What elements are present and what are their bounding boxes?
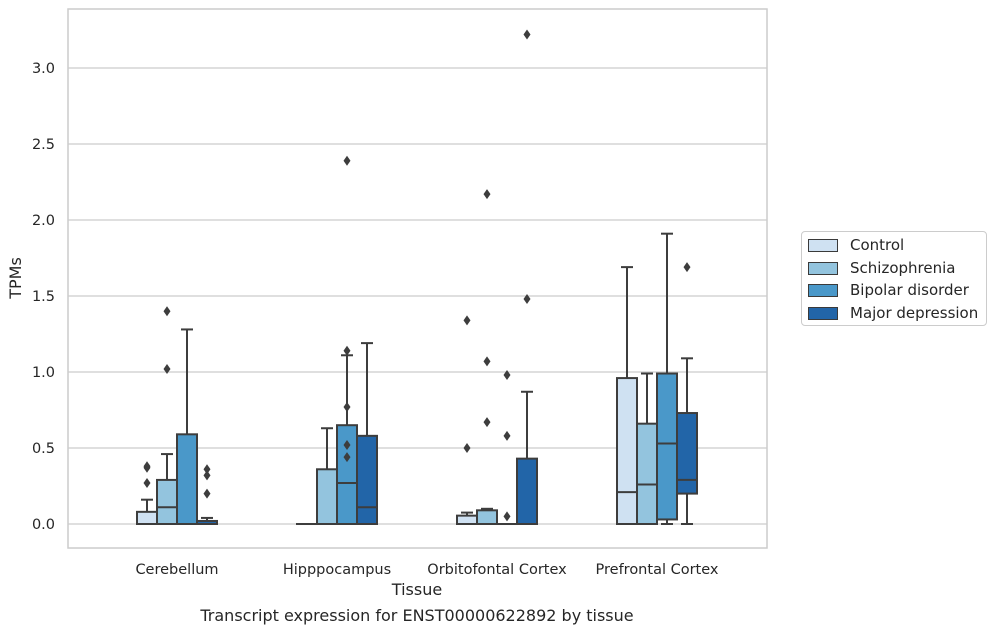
y-tick-label: 0.5 xyxy=(32,441,55,457)
legend-swatch-control xyxy=(808,238,838,252)
outlier-marker xyxy=(343,452,351,463)
iqr-box xyxy=(456,514,478,526)
x-tick-label-orbitofontal-cortex: Orbitofontal Cortex xyxy=(427,562,567,578)
iqr-box xyxy=(476,509,498,526)
box-schizophrenia-prefrontal-cortex xyxy=(636,372,658,525)
iqr-box xyxy=(136,510,158,525)
outlier-marker xyxy=(503,370,511,381)
outlier-marker xyxy=(483,189,491,200)
outlier-marker xyxy=(463,443,471,453)
box-major-depression-prefrontal-cortex xyxy=(676,262,698,525)
x-axis-title: Tissue xyxy=(391,580,442,599)
y-axis-ticks: 0.0 0.5 1.0 1.5 2.0 2.5 3.0 xyxy=(32,61,55,533)
outlier-marker xyxy=(343,439,351,450)
box-major-depression-orbitofontal-cortex xyxy=(516,29,538,526)
outlier-marker xyxy=(503,430,511,441)
legend: Control Schizophrenia Bipolar disorder M… xyxy=(801,231,987,326)
outlier-marker xyxy=(203,470,211,481)
outlier-marker xyxy=(163,363,171,374)
box-major-depression-hipppocampus xyxy=(356,342,378,525)
box-control-orbitofontal-cortex xyxy=(456,315,478,526)
outlier-marker xyxy=(143,477,151,488)
iqr-box xyxy=(176,433,198,526)
y-tick-label: 1.5 xyxy=(32,289,55,305)
outlier-marker xyxy=(343,155,351,166)
legend-label-bipolar-disorder: Bipolar disorder xyxy=(850,281,969,299)
y-axis-title: TPMs xyxy=(6,257,25,300)
outlier-marker xyxy=(203,464,211,475)
x-tick-label-prefrontal-cortex: Prefrontal Cortex xyxy=(596,562,719,578)
iqr-box xyxy=(676,412,698,495)
iqr-box xyxy=(656,372,678,521)
legend-label-schizophrenia: Schizophrenia xyxy=(850,259,956,277)
legend-label-control: Control xyxy=(850,236,905,254)
outlier-marker xyxy=(163,306,171,317)
iqr-box xyxy=(636,422,658,525)
y-tick-label: 2.5 xyxy=(32,137,55,153)
outlier-marker xyxy=(503,511,511,522)
iqr-box xyxy=(156,478,178,526)
legend-item-major-depression: Major depression xyxy=(808,303,978,323)
figure-caption: Transcript expression for ENST0000062289… xyxy=(200,606,634,625)
outlier-marker xyxy=(203,488,211,499)
iqr-box xyxy=(316,468,338,525)
y-tick-label: 1.0 xyxy=(32,365,55,381)
x-axis-ticks: Cerebellum Hipppocampus Orbitofontal Corte… xyxy=(135,562,718,578)
outlier-marker xyxy=(523,29,531,40)
legend-item-schizophrenia: Schizophrenia xyxy=(808,258,955,278)
box-control-cerebellum xyxy=(136,461,158,525)
x-tick-label-hipppocampus: Hipppocampus xyxy=(283,562,391,578)
iqr-box xyxy=(616,377,638,525)
y-tick-label: 0.0 xyxy=(32,517,55,533)
iqr-box xyxy=(516,457,538,526)
outlier-marker xyxy=(343,345,351,356)
box-schizophrenia-orbitofontal-cortex xyxy=(476,189,498,526)
outlier-marker xyxy=(343,401,351,412)
legend-swatch-schizophrenia xyxy=(808,261,838,275)
legend-swatch-bipolar-disorder xyxy=(808,283,838,297)
box-schizophrenia-hipppocampus xyxy=(316,427,338,525)
y-tick-label: 2.0 xyxy=(32,213,55,229)
box-major-depression-cerebellum xyxy=(196,464,218,526)
outlier-marker xyxy=(523,294,531,305)
box-control-prefrontal-cortex xyxy=(616,266,638,525)
box-bipolar-disorder-orbitofontal-cortex xyxy=(496,370,518,526)
outlier-marker xyxy=(143,461,151,472)
y-tick-label: 3.0 xyxy=(32,61,55,77)
outlier-marker xyxy=(463,315,471,326)
iqr-box xyxy=(356,434,378,525)
box-plot-area xyxy=(136,29,698,526)
outlier-marker xyxy=(483,356,491,367)
box-schizophrenia-cerebellum xyxy=(156,306,178,526)
box-bipolar-disorder-hipppocampus xyxy=(336,155,358,526)
legend-swatch-major-depression xyxy=(808,306,838,320)
legend-label-major-depression: Major depression xyxy=(850,304,979,322)
outlier-marker xyxy=(483,417,491,428)
box-bipolar-disorder-prefrontal-cortex xyxy=(656,232,678,525)
box-bipolar-disorder-cerebellum xyxy=(176,328,198,526)
legend-item-control: Control xyxy=(808,235,904,255)
x-tick-label-cerebellum: Cerebellum xyxy=(135,562,218,578)
legend-item-bipolar-disorder: Bipolar disorder xyxy=(808,280,969,300)
plot-frame xyxy=(67,8,768,549)
outlier-marker xyxy=(683,262,691,273)
